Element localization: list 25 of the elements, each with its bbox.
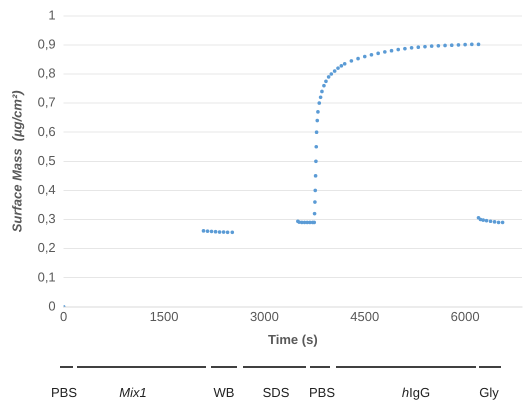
text: PBS bbox=[50, 385, 78, 400]
text: Gly bbox=[479, 385, 499, 400]
text: hIgG bbox=[402, 385, 430, 400]
y-tick-label: 0,5 bbox=[38, 152, 56, 168]
y-tick-label: 0,1 bbox=[38, 269, 56, 284]
y-tick-label: 1 bbox=[48, 7, 56, 22]
x-tick-label: 4500 bbox=[350, 309, 380, 324]
y-tick-label: 0,3 bbox=[38, 211, 56, 226]
y-tick-label: 0,6 bbox=[38, 124, 56, 139]
y-axis-title: Surface Mass (µg/cm²) bbox=[9, 90, 24, 232]
text: WB bbox=[214, 385, 234, 400]
y-tick-label: 0,9 bbox=[38, 36, 56, 52]
x-axis-title: Time (s) bbox=[268, 332, 318, 347]
x-tick-label: 0 bbox=[60, 309, 68, 324]
text: Mix1 bbox=[119, 385, 147, 400]
y-tick-label: 0 bbox=[48, 298, 56, 314]
text: PBS bbox=[308, 385, 336, 400]
x-tick-label: 6000 bbox=[450, 309, 480, 324]
x-tick-label: 1500 bbox=[150, 309, 178, 324]
x-tick-label: 3000 bbox=[250, 309, 279, 324]
y-tick-label: 0,8 bbox=[38, 66, 56, 81]
y-tick-label: 0,2 bbox=[38, 240, 56, 256]
text: SDS bbox=[262, 385, 290, 400]
y-tick-label: 0,7 bbox=[38, 94, 56, 110]
y-tick-label: 0,4 bbox=[38, 182, 56, 197]
